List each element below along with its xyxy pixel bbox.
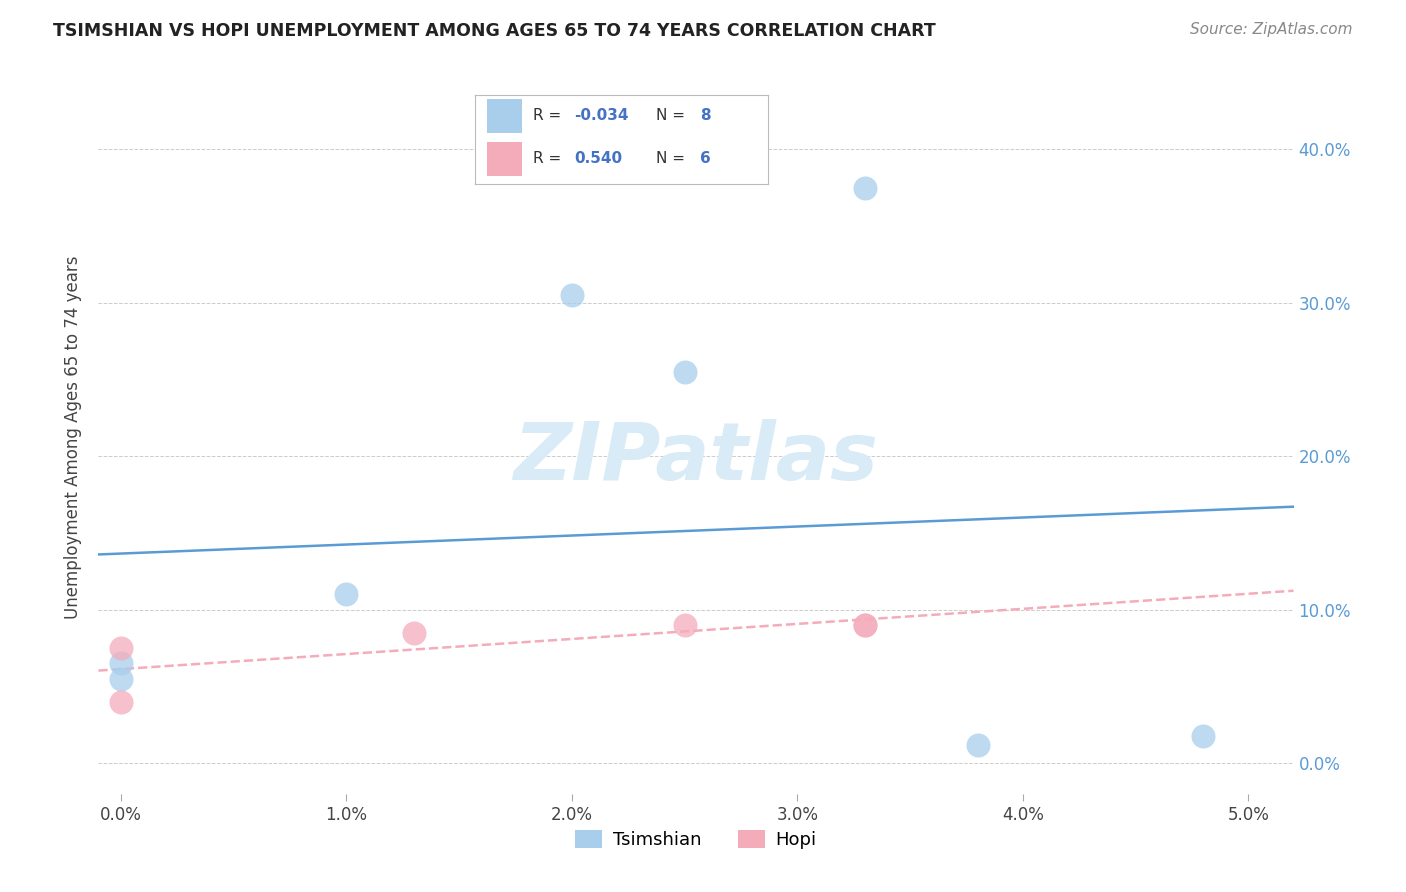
- Legend: Tsimshian, Hopi: Tsimshian, Hopi: [568, 822, 824, 856]
- Text: ZIPatlas: ZIPatlas: [513, 419, 879, 498]
- Point: [853, 180, 876, 194]
- Point: [110, 672, 132, 686]
- Point: [404, 625, 426, 640]
- Point: [966, 738, 988, 752]
- Point: [335, 587, 357, 601]
- Point: [110, 695, 132, 709]
- Point: [853, 618, 876, 632]
- Point: [673, 365, 696, 379]
- Point: [673, 618, 696, 632]
- Text: Source: ZipAtlas.com: Source: ZipAtlas.com: [1189, 22, 1353, 37]
- Point: [561, 288, 583, 302]
- Point: [853, 618, 876, 632]
- Point: [110, 657, 132, 671]
- Point: [1192, 729, 1215, 743]
- Y-axis label: Unemployment Among Ages 65 to 74 years: Unemployment Among Ages 65 to 74 years: [65, 255, 83, 619]
- Point: [110, 641, 132, 656]
- Text: TSIMSHIAN VS HOPI UNEMPLOYMENT AMONG AGES 65 TO 74 YEARS CORRELATION CHART: TSIMSHIAN VS HOPI UNEMPLOYMENT AMONG AGE…: [53, 22, 936, 40]
